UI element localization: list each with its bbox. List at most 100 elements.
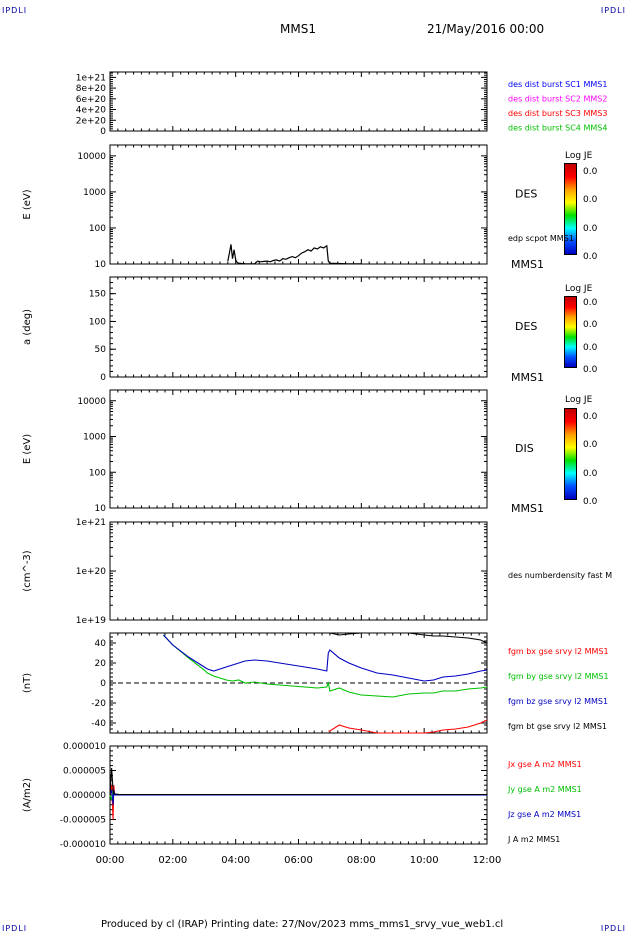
- y-tick-label: -40: [91, 719, 106, 729]
- colorbar-value: 0.0: [583, 440, 598, 450]
- colorbar-value: 0.0: [583, 365, 598, 375]
- y-tick-label: 1e+19: [76, 616, 107, 626]
- corner-label-bottom-left: IPDLI: [2, 924, 28, 933]
- colorbar-value: 0.0: [583, 195, 598, 205]
- panel-frame: [109, 144, 488, 265]
- series-line: [109, 767, 487, 796]
- y-tick-label: 0.000005: [63, 767, 106, 777]
- y-tick-label: 10000: [77, 397, 106, 407]
- y-tick-label: 10000: [77, 152, 106, 162]
- y-tick-label: 1e+21: [76, 518, 106, 528]
- corner-label-top-left: IPDLI: [2, 6, 28, 15]
- header-spacecraft: MMS1: [280, 22, 316, 36]
- legend-entry: Jx gse A m2 MMS1: [507, 760, 582, 769]
- legend-entry: fgm bx gse srvy l2 MMS1: [508, 647, 609, 656]
- y-tick-label: 2e+20: [76, 116, 107, 126]
- colorbar-value: 0.0: [583, 224, 598, 234]
- colorbar-title: Log JE: [565, 151, 593, 161]
- colorbar-title: Log JE: [565, 284, 593, 294]
- panel-dis-energy: [109, 389, 488, 509]
- y-axis-label: (A/m2): [22, 778, 33, 812]
- y-tick-label: -0.000010: [60, 840, 106, 850]
- colorbar-gradient: [564, 163, 577, 255]
- overlay-line: [227, 244, 362, 265]
- colorbar-value: 0.0: [583, 320, 598, 330]
- legend-entry: des dist burst SC4 MMS4: [508, 124, 607, 133]
- y-tick-label: 8e+20: [76, 84, 107, 94]
- species-label: DES: [515, 188, 537, 201]
- panel-frame: [109, 389, 488, 509]
- corner-label-bottom-right: IPDLI: [600, 924, 626, 933]
- y-tick-label: 100: [89, 317, 106, 327]
- time-tick-label: 06:00: [284, 855, 313, 866]
- y-tick-label: 0: [100, 127, 106, 137]
- y-axis-label: E (eV): [22, 189, 33, 219]
- series-line: [328, 719, 488, 734]
- time-tick-label: 08:00: [347, 855, 376, 866]
- corner-label-top-right: IPDLI: [600, 6, 626, 15]
- y-axis-label: E (eV): [22, 434, 33, 464]
- y-tick-label: 0.000010: [63, 742, 106, 752]
- series-line: [109, 785, 487, 820]
- panel-current-density: [109, 745, 488, 845]
- y-tick-label: 150: [89, 290, 106, 300]
- colorbar-value: 0.0: [583, 252, 598, 262]
- panel-frame: [109, 521, 488, 621]
- spacecraft-label: MMS1: [511, 371, 544, 384]
- legend-entry: Jy gse A m2 MMS1: [507, 785, 582, 794]
- time-tick-label: 10:00: [410, 855, 439, 866]
- panel-frame: [109, 276, 488, 378]
- species-label: DES: [515, 320, 537, 333]
- legend-entry: fgm bt gse srvy l2 MMS1: [508, 722, 607, 731]
- y-tick-label: 100: [89, 224, 106, 234]
- time-tick-label: 02:00: [158, 855, 187, 866]
- legend-entry: des numberdensity fast M: [508, 571, 612, 580]
- y-tick-label: 0.000000: [63, 791, 106, 801]
- y-tick-label: -0.000005: [60, 816, 106, 826]
- y-tick-label: 0: [100, 373, 106, 383]
- panel-des-pitch: [109, 276, 488, 378]
- panel-density: [109, 521, 488, 621]
- legend-entry: fgm by gse srvy l2 MMS1: [508, 672, 609, 681]
- y-tick-label: 20: [95, 659, 107, 669]
- y-tick-label: 1e+20: [76, 567, 107, 577]
- y-tick-label: -20: [91, 699, 106, 709]
- y-tick-label: 1000: [83, 433, 106, 443]
- footer-credits: Produced by cl (IRAP) Printing date: 27/…: [101, 919, 504, 930]
- y-tick-label: 10: [95, 504, 107, 514]
- y-tick-label: 50: [95, 345, 107, 355]
- legend-entry: des dist burst SC2 MMS2: [508, 95, 607, 104]
- panel-fgm: [109, 632, 488, 734]
- panel-frame: [109, 71, 488, 132]
- time-tick-label: 04:00: [221, 855, 250, 866]
- overlay-label: edp scpot MMS1: [508, 234, 574, 243]
- series-line: [162, 634, 488, 698]
- species-label: DIS: [515, 442, 534, 455]
- y-axis-label: a (deg): [22, 309, 33, 345]
- colorbar-gradient: [564, 408, 577, 500]
- colorbar-gradient: [564, 296, 577, 368]
- series-line: [328, 632, 488, 644]
- y-tick-label: 40: [95, 639, 107, 649]
- legend-entry: J A m2 MMS1: [507, 835, 560, 844]
- y-tick-label: 10: [95, 260, 107, 270]
- panel-des-energy: [109, 144, 488, 265]
- y-tick-label: 4e+20: [76, 106, 107, 116]
- colorbar-title: Log JE: [565, 395, 593, 405]
- colorbar-value: 0.0: [583, 167, 598, 177]
- series-line: [162, 634, 488, 682]
- colorbar-value: 0.0: [583, 343, 598, 353]
- series-line: [109, 789, 487, 805]
- panel-burst-indicator: [109, 71, 488, 132]
- y-tick-label: 6e+20: [76, 95, 107, 105]
- y-axis-label: (cm^-3): [22, 550, 33, 591]
- time-tick-label: 00:00: [96, 855, 125, 866]
- legend-entry: des dist burst SC3 MMS3: [508, 109, 607, 118]
- header-date: 21/May/2016 00:00: [427, 22, 545, 36]
- colorbar-value: 0.0: [583, 469, 598, 479]
- y-axis-label: (nT): [22, 673, 33, 693]
- legend-entry: des dist burst SC1 MMS1: [508, 80, 607, 89]
- y-tick-label: 0: [100, 679, 106, 689]
- y-tick-label: 1e+21: [76, 73, 106, 83]
